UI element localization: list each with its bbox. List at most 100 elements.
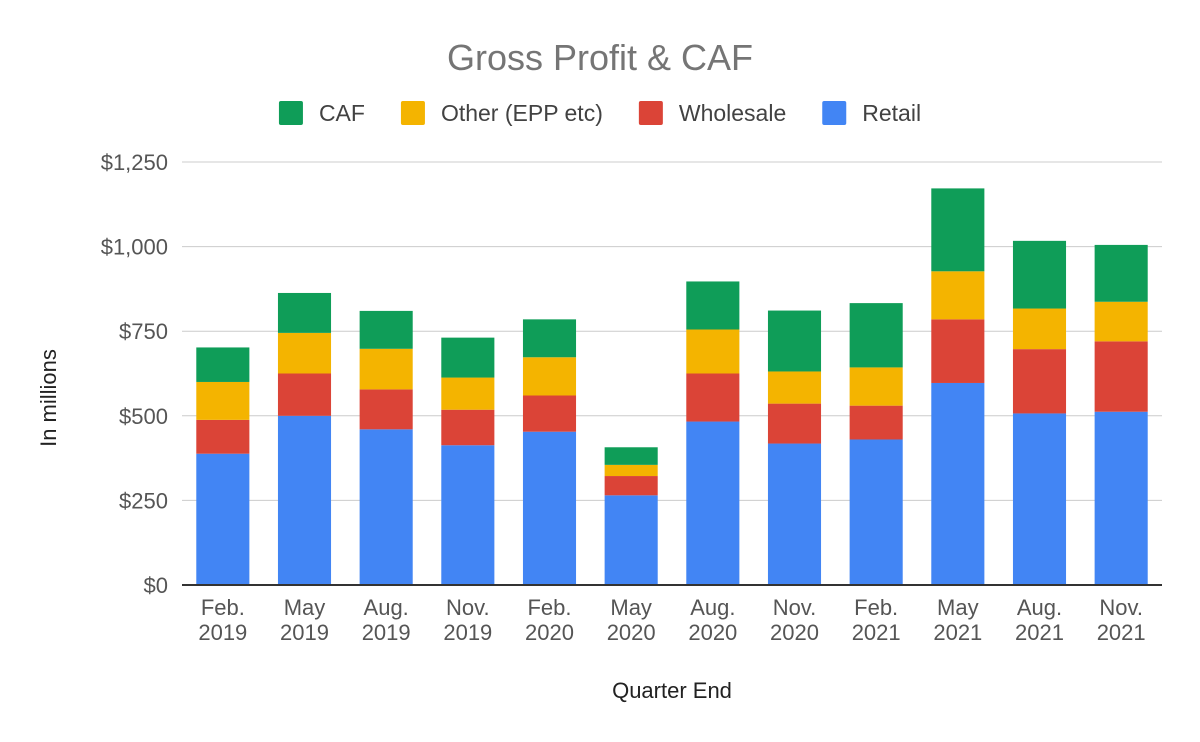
bar-other-epp-etc	[849, 367, 903, 406]
x-tick-label-line: Feb.	[201, 595, 245, 620]
bar-caf	[604, 447, 658, 465]
legend-item-wholesale: Wholesale	[638, 100, 786, 126]
x-tick-label: May 2019	[280, 595, 329, 645]
bar-other-epp-etc	[931, 271, 985, 320]
y-tick-label: $500	[119, 404, 168, 429]
legend-label: Retail	[862, 100, 921, 126]
x-tick-label-line: Feb.	[527, 595, 571, 620]
x-tick-label-line: 2020	[525, 620, 574, 645]
legend-item-other-epp-etc: Other (EPP etc)	[400, 100, 603, 126]
bar-caf	[441, 337, 495, 378]
chart-title: Gross Profit & CAF	[447, 37, 753, 78]
bar-other-epp-etc	[441, 377, 495, 410]
bar-other-epp-etc	[767, 371, 822, 404]
bar-other-epp-etc	[1094, 301, 1148, 342]
x-tick-label-line: 2021	[1015, 620, 1064, 645]
y-tick-label: $0	[144, 573, 168, 598]
bar-caf	[767, 310, 822, 372]
bar-wholesale	[1094, 341, 1148, 412]
x-tick-label-line: Feb.	[854, 595, 898, 620]
bar-retail	[931, 382, 985, 585]
bar-caf	[277, 292, 332, 333]
x-tick-label-line: Nov.	[1099, 595, 1143, 620]
x-tick-label-line: 2019	[280, 620, 329, 645]
bar-retail	[686, 421, 740, 585]
x-tick-label-line: 2020	[770, 620, 819, 645]
x-tick-label-line: Nov.	[773, 595, 817, 620]
x-tick-label-line: 2019	[198, 620, 247, 645]
bar-wholesale	[686, 373, 740, 422]
y-tick-label: $250	[119, 488, 168, 513]
legend-label: Wholesale	[679, 100, 786, 126]
bar-retail	[522, 431, 577, 585]
x-tick-label: May 2020	[607, 595, 656, 645]
bar-wholesale	[196, 419, 250, 454]
x-tick-label: Feb. 2019	[198, 595, 247, 645]
legend-swatch	[400, 101, 425, 125]
x-tick-label-line: 2019	[443, 620, 492, 645]
bar-retail	[1012, 413, 1067, 585]
bars	[196, 188, 1148, 585]
bar-other-epp-etc	[277, 332, 332, 374]
bar-other-epp-etc	[686, 329, 740, 374]
bar-caf	[1012, 240, 1067, 309]
x-tick-label-line: Aug.	[364, 595, 409, 620]
x-tick-label-line: 2021	[852, 620, 901, 645]
x-tick-label-line: May	[937, 595, 979, 620]
bar-wholesale	[931, 319, 985, 383]
x-tick-label: Nov. 2019	[443, 595, 492, 645]
legend-label: CAF	[319, 100, 365, 126]
legend-swatch	[278, 101, 303, 125]
bar-caf	[686, 281, 740, 330]
bar-other-epp-etc	[522, 357, 577, 396]
bar-retail	[767, 443, 822, 585]
bar-caf	[522, 319, 577, 358]
x-tick-label-line: Nov.	[446, 595, 490, 620]
y-tick-label: $1,000	[101, 235, 168, 260]
bar-other-epp-etc	[196, 381, 250, 420]
gridlines	[182, 161, 1162, 501]
bar-caf	[359, 310, 413, 349]
x-tick-label-line: May	[284, 595, 326, 620]
legend-swatch	[822, 101, 847, 125]
x-tick-label-line: Aug.	[1017, 595, 1062, 620]
legend-item-retail: Retail	[822, 100, 921, 126]
x-tick-label-line: 2020	[688, 620, 737, 645]
bar-caf	[849, 303, 903, 368]
bar-other-epp-etc	[359, 348, 413, 390]
x-tick-label-line: 2019	[362, 620, 411, 645]
y-axis-ticks: $0 $250 $500 $750 $1,000 $1,250	[101, 150, 168, 598]
bar-retail	[441, 445, 495, 585]
x-tick-label: Aug. 2020	[688, 595, 737, 645]
bar-wholesale	[849, 405, 903, 440]
x-tick-label-line: 2021	[1097, 620, 1146, 645]
x-tick-label: May 2021	[933, 595, 982, 645]
bar-other-epp-etc	[1012, 308, 1067, 350]
x-tick-label: Feb. 2020	[525, 595, 574, 645]
bar-retail	[359, 429, 413, 585]
legend-label: Other (EPP etc)	[441, 100, 603, 126]
bar-retail	[196, 453, 250, 585]
x-tick-label: Nov. 2021	[1097, 595, 1146, 645]
bar-wholesale	[604, 476, 658, 496]
bar-caf	[931, 188, 985, 272]
x-tick-label: Nov. 2020	[770, 595, 819, 645]
x-tick-label: Aug. 2019	[362, 595, 411, 645]
legend-item-caf: CAF	[278, 100, 365, 126]
bar-wholesale	[359, 389, 413, 430]
x-tick-label: Aug. 2021	[1015, 595, 1064, 645]
bar-wholesale	[277, 373, 332, 416]
bar-wholesale	[522, 395, 577, 432]
x-axis-title: Quarter End	[612, 678, 732, 703]
bar-caf	[196, 347, 250, 382]
bar-retail	[604, 495, 658, 585]
x-tick-label-line: Aug.	[690, 595, 735, 620]
legend: CAF Other (EPP etc) Wholesale Retail	[278, 100, 921, 126]
bar-wholesale	[767, 403, 822, 444]
x-tick-label-line: May	[610, 595, 652, 620]
bar-retail	[1094, 411, 1148, 585]
bar-retail	[277, 415, 332, 585]
bar-retail	[849, 439, 903, 585]
